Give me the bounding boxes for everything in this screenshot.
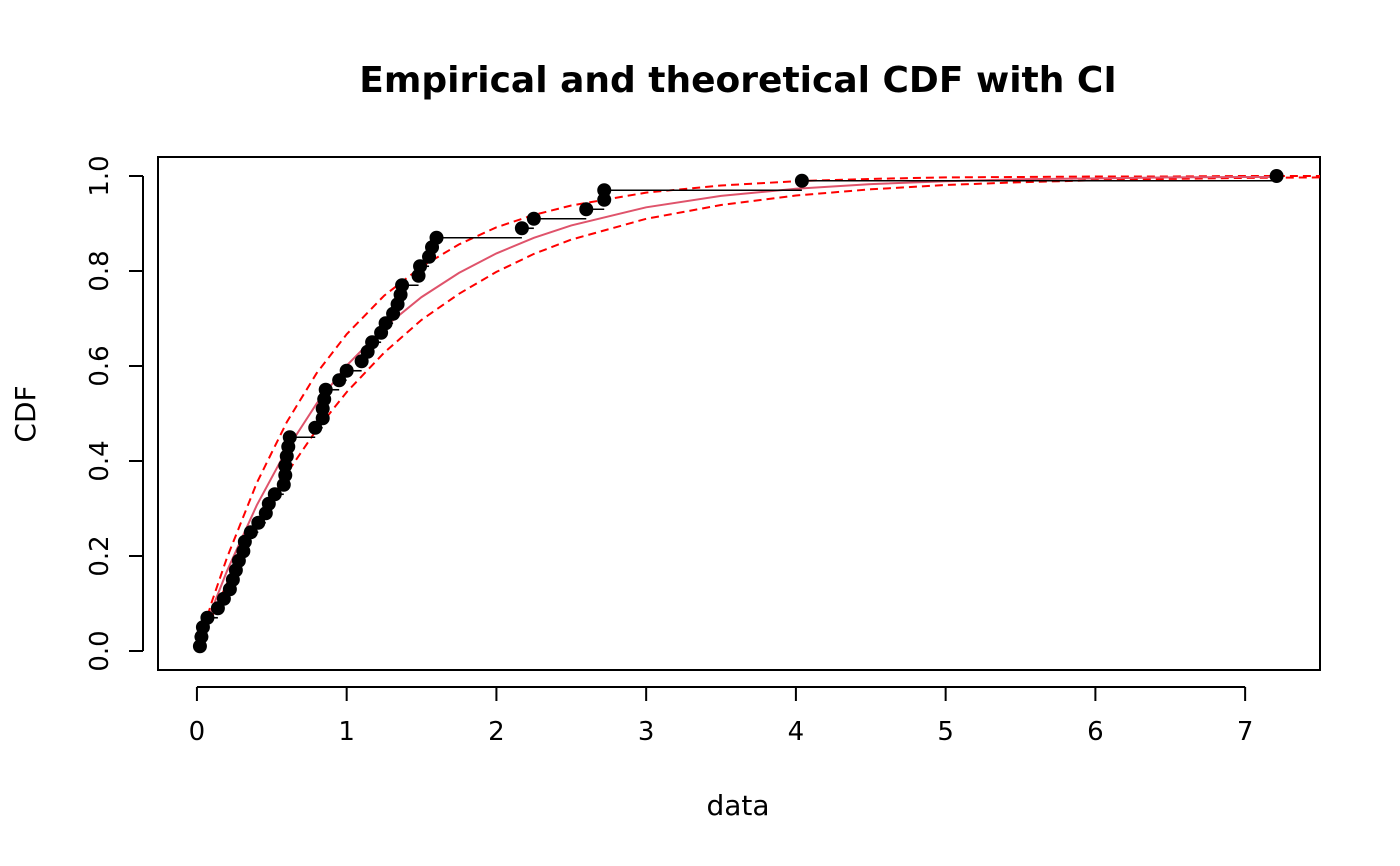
y-tick-label: 0.6 xyxy=(85,345,115,386)
data-point xyxy=(514,221,529,236)
data-point xyxy=(200,610,215,625)
data-point xyxy=(597,183,612,198)
data-point xyxy=(378,316,393,331)
data-point xyxy=(318,382,333,397)
x-tick-label: 0 xyxy=(189,717,206,747)
data-point xyxy=(526,211,541,226)
data-point xyxy=(267,487,282,502)
theoretical-line xyxy=(198,176,1277,643)
y-tick-label: 0.8 xyxy=(85,250,115,291)
y-axis-label: CDF xyxy=(9,385,42,442)
x-axis: 0 1 2 3 4 5 6 7 xyxy=(189,686,1254,747)
data-point xyxy=(243,525,258,540)
x-tick-label: 5 xyxy=(937,717,954,747)
data-point xyxy=(339,363,354,378)
theoretical-cdf xyxy=(198,176,1277,643)
x-tick-label: 1 xyxy=(338,717,355,747)
y-tick-label: 1.0 xyxy=(85,155,115,196)
plot-frame xyxy=(157,156,1321,671)
data-point xyxy=(308,420,323,435)
y-tick-label: 0.2 xyxy=(85,535,115,576)
x-tick-label: 4 xyxy=(788,717,805,747)
ci-upper-line xyxy=(198,175,1320,641)
x-tick-label: 7 xyxy=(1237,717,1254,747)
data-point xyxy=(794,173,809,188)
ci-bands xyxy=(198,175,1321,645)
y-tick-label: 0.4 xyxy=(85,440,115,481)
x-tick-label: 6 xyxy=(1087,717,1104,747)
data-point xyxy=(429,230,444,245)
data-point xyxy=(395,278,410,293)
x-tick-label: 2 xyxy=(488,717,505,747)
x-axis-label: data xyxy=(706,789,769,822)
chart-title: Empirical and theoretical CDF with CI xyxy=(359,60,1116,101)
data-point xyxy=(413,259,428,274)
y-tick-label: 0.0 xyxy=(85,630,115,671)
data-point xyxy=(251,515,266,530)
data-point xyxy=(282,430,297,445)
data-point xyxy=(332,373,347,388)
data-point xyxy=(365,335,380,350)
empirical-points xyxy=(192,169,1284,654)
x-tick-label: 3 xyxy=(638,717,655,747)
y-axis: 0.0 0.2 0.4 0.6 0.8 1.0 xyxy=(85,155,144,672)
data-point xyxy=(1269,169,1284,183)
data-point xyxy=(579,202,594,217)
ci-lower-line xyxy=(198,176,1321,645)
empirical-steps xyxy=(199,179,1277,648)
